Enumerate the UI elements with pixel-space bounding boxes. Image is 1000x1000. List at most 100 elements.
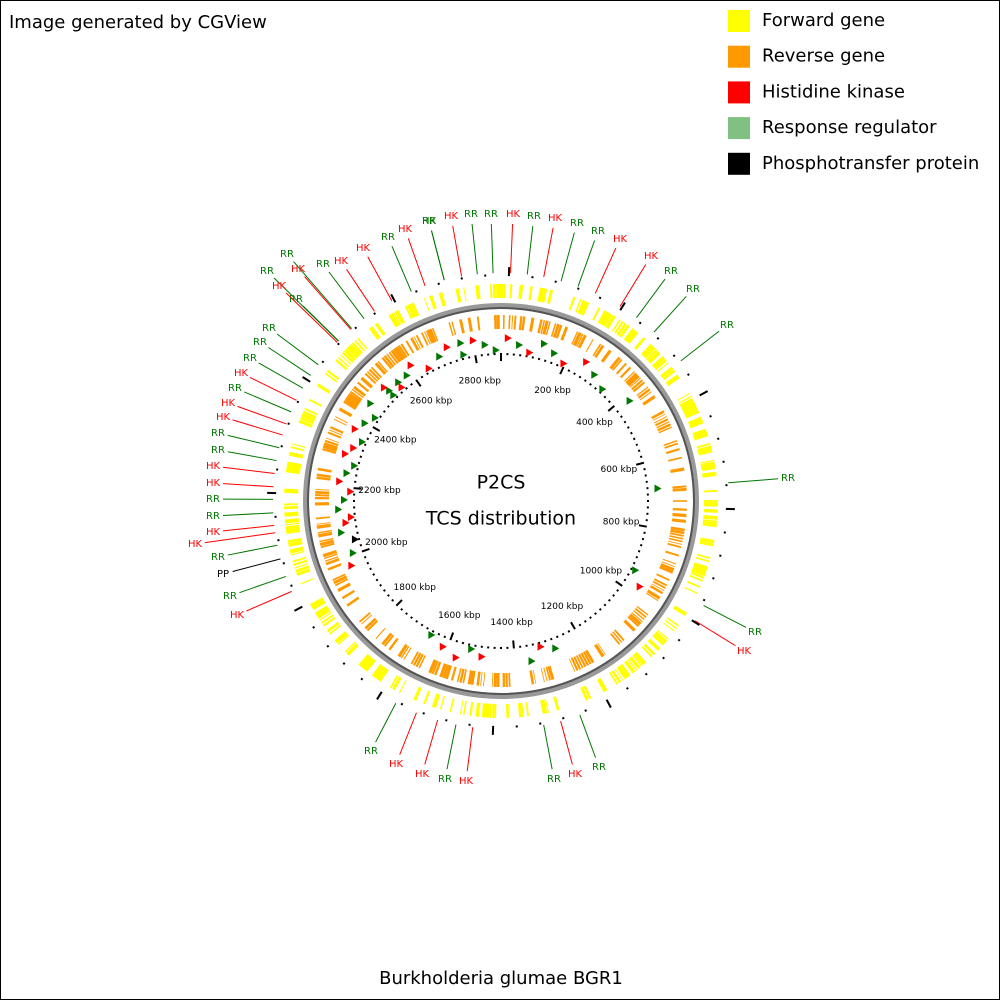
forward-gene xyxy=(406,303,417,319)
forward-gene xyxy=(688,419,704,429)
reverse-gene xyxy=(364,617,377,630)
outer-tick xyxy=(296,400,300,404)
gene-label: PP xyxy=(217,569,229,580)
forward-gene xyxy=(463,287,467,302)
forward-gene xyxy=(368,326,381,340)
reverse-gene xyxy=(360,376,374,389)
label-line xyxy=(619,264,647,307)
label-line xyxy=(249,376,297,401)
scale-label: 2600 kbp xyxy=(410,397,453,407)
reverse-gene xyxy=(645,592,659,602)
reverse-gene xyxy=(448,322,454,337)
gene-label: RR xyxy=(422,216,436,227)
outer-tick xyxy=(709,415,712,418)
scale-tick xyxy=(369,567,372,571)
scale-tick xyxy=(449,632,455,641)
reverse-gene xyxy=(529,317,535,332)
credit: Image generated by CGView xyxy=(9,12,267,33)
label-line xyxy=(466,727,474,772)
label-line xyxy=(227,434,280,449)
forward-gene xyxy=(700,461,716,469)
reverse-gene xyxy=(325,437,340,444)
forward-gene xyxy=(688,416,703,425)
tcs-marker xyxy=(403,371,411,380)
reverse-gene xyxy=(654,416,667,424)
gene-label: HK xyxy=(272,281,287,292)
label-line xyxy=(490,223,494,274)
forward-gene xyxy=(459,700,464,715)
gene-label: HK xyxy=(206,461,221,472)
forward-gene xyxy=(409,302,420,317)
reverse-gene xyxy=(667,542,682,549)
scale-tick xyxy=(626,426,630,429)
forward-gene xyxy=(700,459,715,464)
forward-gene xyxy=(683,406,699,417)
scale-tick xyxy=(570,621,576,630)
tcs-marker xyxy=(351,425,359,434)
reverse-gene xyxy=(580,652,590,666)
reverse-gene xyxy=(386,353,397,366)
reverse-gene xyxy=(568,658,576,672)
reverse-gene xyxy=(346,395,360,406)
forward-gene xyxy=(291,443,306,448)
forward-gene xyxy=(597,310,607,324)
forward-gene xyxy=(679,397,694,408)
forward-gene xyxy=(392,312,402,326)
reverse-gene xyxy=(670,526,685,532)
legend-swatch xyxy=(728,117,750,140)
scale-tick xyxy=(357,461,361,465)
forward-gene xyxy=(666,617,679,627)
scale-tick xyxy=(626,573,630,576)
outer-tick xyxy=(437,282,440,285)
reverse-gene xyxy=(315,516,330,520)
forward-gene xyxy=(356,337,368,350)
scale-tick xyxy=(426,372,429,376)
forward-gene xyxy=(285,522,300,526)
forward-gene xyxy=(462,700,467,715)
reverse-gene xyxy=(594,643,605,658)
forward-gene xyxy=(614,320,624,334)
reverse-gene xyxy=(573,656,582,670)
reverse-gene xyxy=(319,537,334,543)
reverse-gene xyxy=(636,605,649,616)
reverse-gene xyxy=(540,319,546,334)
tcs-marker xyxy=(516,341,524,350)
scale-tick xyxy=(443,363,447,367)
scale-tick xyxy=(361,449,365,453)
tcs-marker xyxy=(341,449,349,458)
forward-gene xyxy=(351,342,363,354)
forward-gene xyxy=(404,305,413,320)
label-line xyxy=(293,261,353,330)
label-line xyxy=(273,277,339,342)
outer-tick xyxy=(373,312,377,316)
forward-gene xyxy=(481,703,488,718)
reverse-gene xyxy=(612,631,623,643)
scale-tick xyxy=(410,616,413,620)
label-line xyxy=(222,512,274,516)
reverse-gene xyxy=(529,670,535,685)
gene-label: RR xyxy=(547,774,561,785)
scale-tick xyxy=(616,589,620,592)
reverse-gene xyxy=(467,317,473,332)
scale-tick xyxy=(567,630,571,633)
reverse-gene xyxy=(491,672,494,687)
reverse-gene xyxy=(669,532,684,537)
scale-tick xyxy=(635,443,639,447)
reverse-gene xyxy=(532,669,537,684)
forward-gene xyxy=(300,578,314,585)
forward-gene xyxy=(640,343,654,357)
tcs-marker xyxy=(632,566,640,575)
scale-tick xyxy=(561,632,565,636)
reverse-gene xyxy=(415,653,424,668)
tcs-marker xyxy=(457,339,465,348)
scale-tick xyxy=(391,400,395,404)
reverse-gene xyxy=(540,668,545,682)
gene-label: HK xyxy=(422,216,437,227)
forward-gene xyxy=(308,398,323,407)
tcs-marker xyxy=(407,361,415,370)
scale-tick xyxy=(443,635,447,639)
forward-gene xyxy=(647,638,661,651)
reverse-gene xyxy=(594,344,605,359)
reverse-gene xyxy=(670,467,685,474)
